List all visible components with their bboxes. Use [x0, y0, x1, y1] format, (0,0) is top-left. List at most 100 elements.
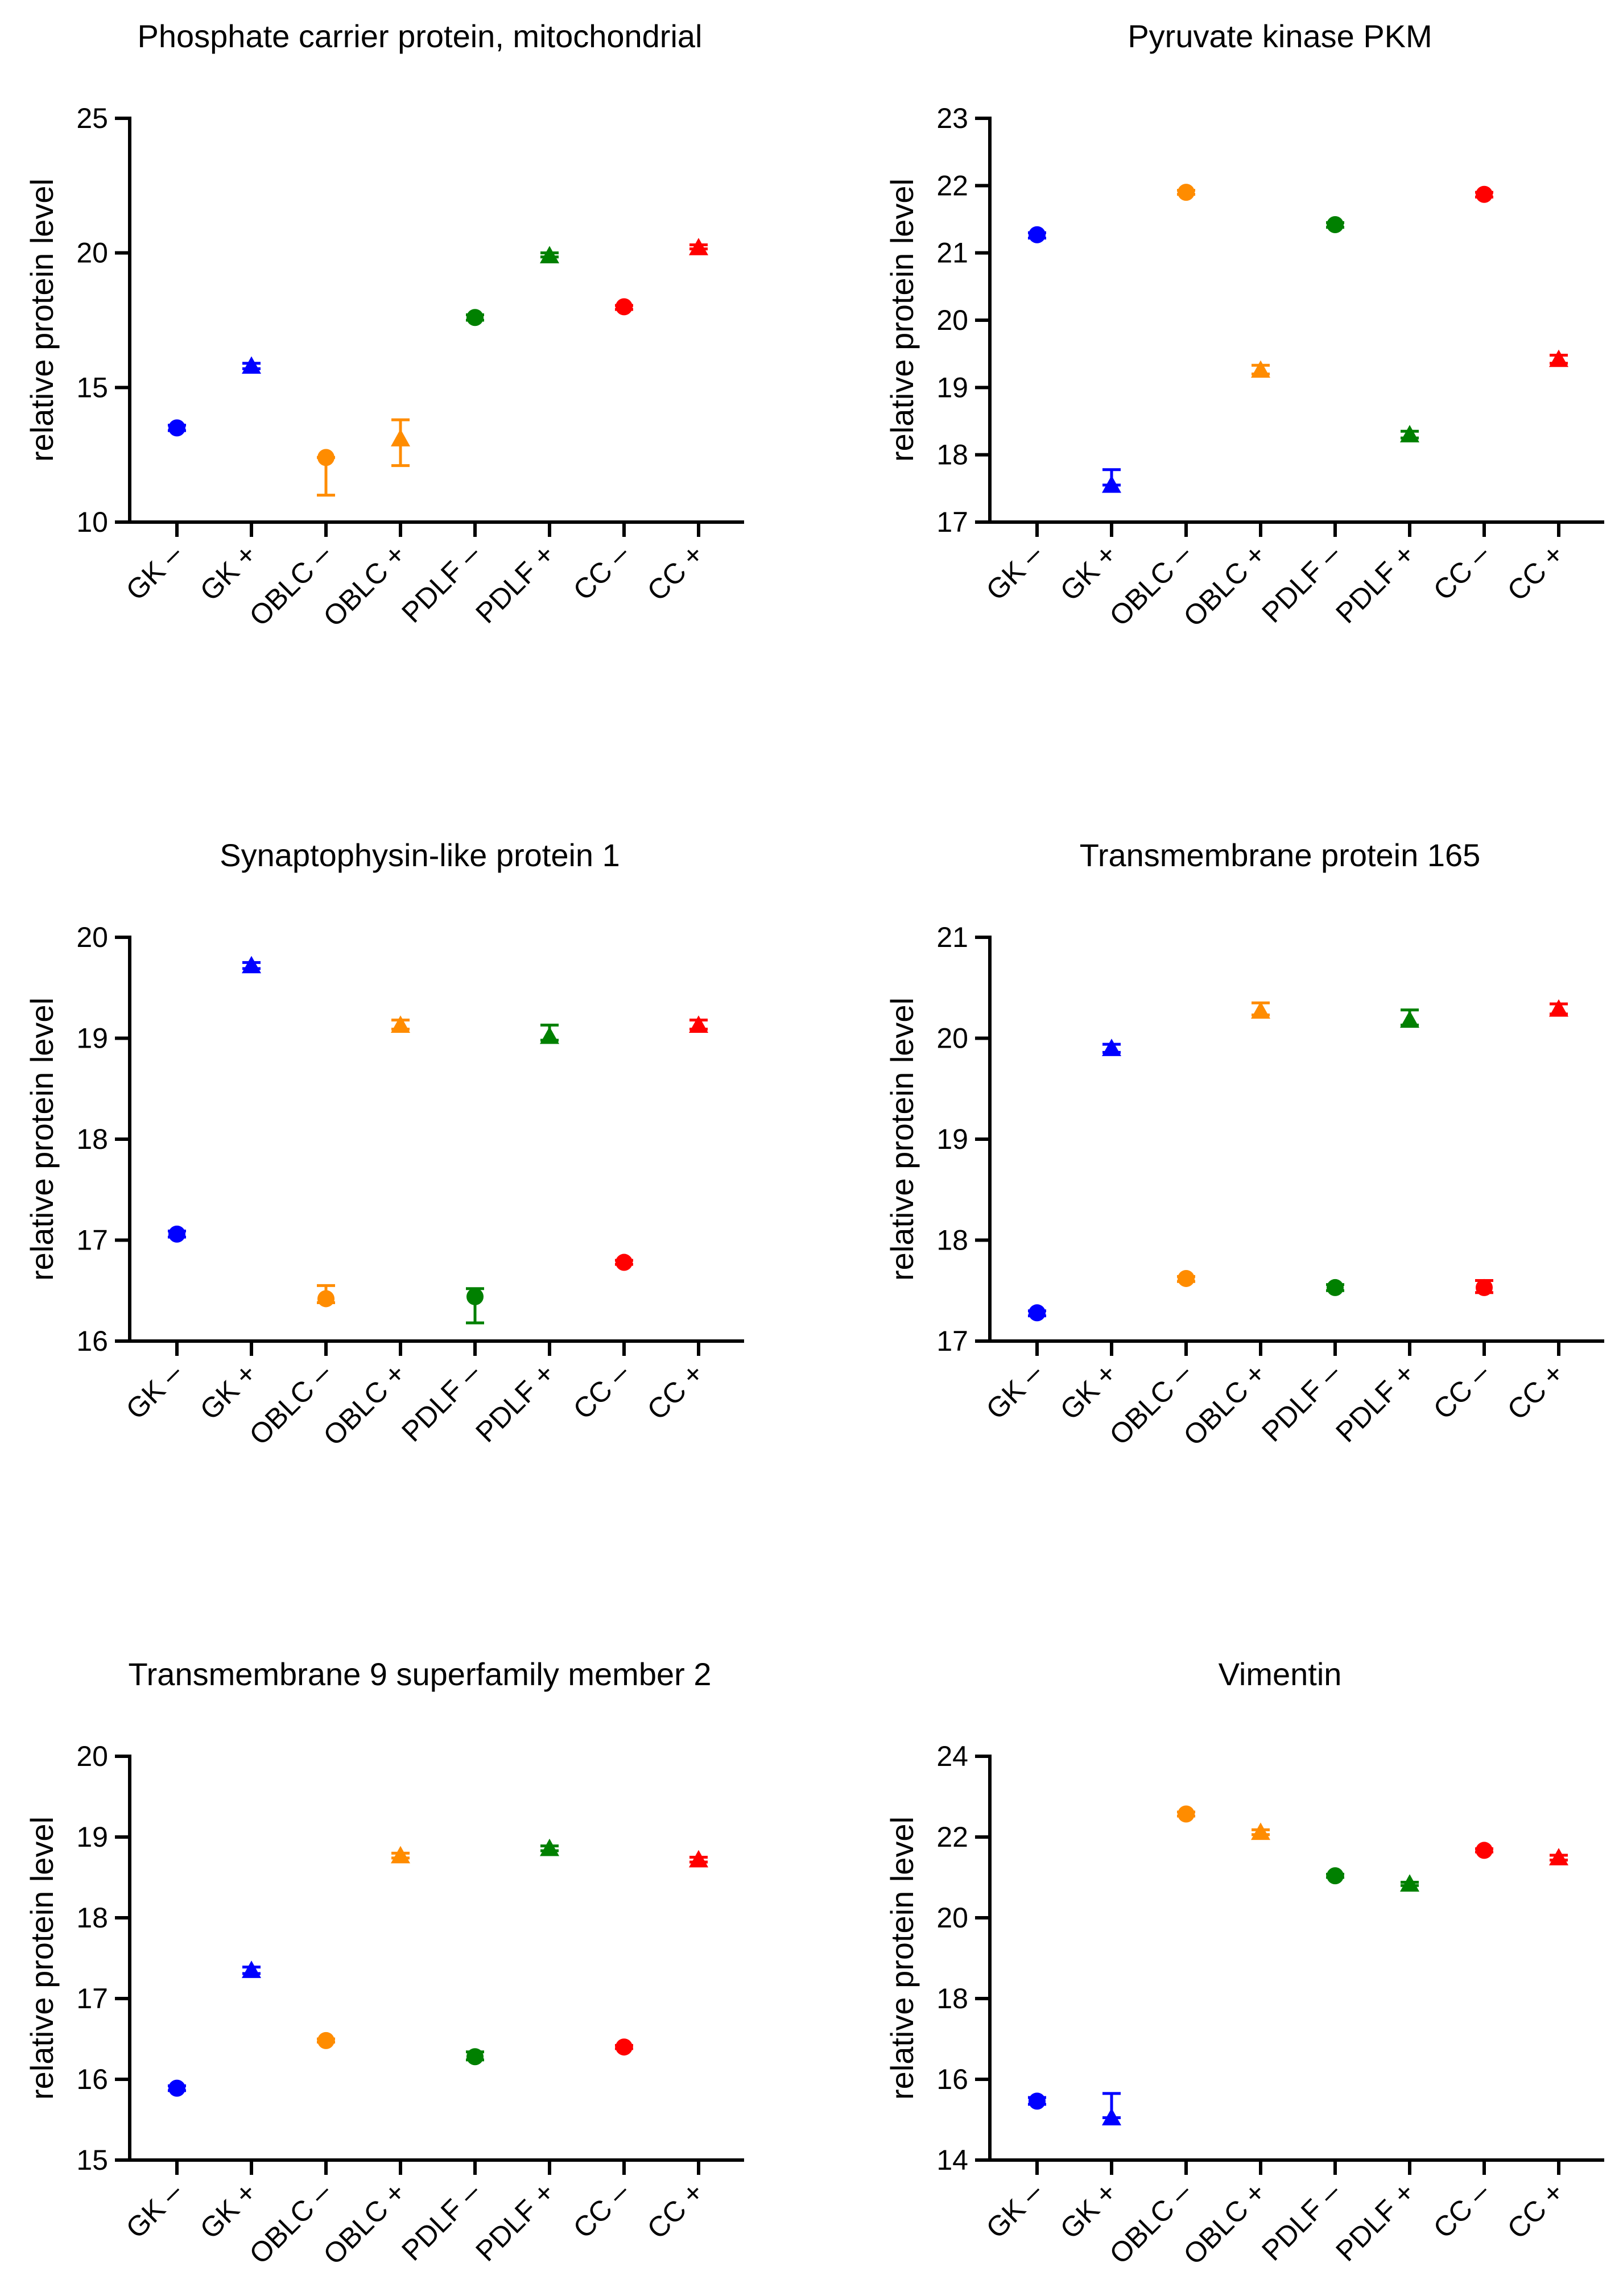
- marker-circle: [168, 419, 185, 437]
- marker-triangle: [1251, 1001, 1270, 1019]
- marker-triangle: [1549, 999, 1568, 1017]
- x-category-label: OBLC –: [1103, 1357, 1197, 1451]
- y-tick-label: 19: [76, 1023, 108, 1054]
- x-category-label: CC +: [1501, 538, 1570, 607]
- data-point-5: [1326, 1867, 1344, 1885]
- marker-triangle: [540, 1026, 559, 1044]
- y-tick-label: 17: [936, 506, 968, 538]
- marker-triangle: [689, 1850, 708, 1868]
- y-axis-label: relative protein level: [884, 1817, 920, 2100]
- marker-circle: [1327, 1867, 1344, 1885]
- y-tick-label: 20: [76, 1740, 108, 1772]
- x-category-label: OBLC +: [1177, 1357, 1271, 1451]
- marker-triangle: [1102, 475, 1121, 493]
- y-tick-label: 20: [76, 921, 108, 953]
- chart-panel-4: Transmembrane protein 165 relative protei…: [884, 837, 1604, 1452]
- data-point-8: [1549, 999, 1568, 1017]
- data-point-4: [391, 1846, 410, 1864]
- marker-triangle: [1400, 1874, 1419, 1892]
- x-category-label: PDLF +: [469, 538, 560, 629]
- x-category-label: OBLC –: [1103, 538, 1197, 632]
- marker-triangle: [1251, 1822, 1270, 1840]
- chart-title: Synaptophysin-like protein 1: [220, 837, 620, 873]
- data-point-5: [1326, 216, 1344, 233]
- y-tick-label: 15: [76, 371, 108, 403]
- y-tick-label: 17: [936, 1325, 968, 1357]
- x-category-label: GK –: [980, 538, 1048, 606]
- marker-circle: [1327, 216, 1344, 233]
- data-point-3: [317, 2032, 335, 2049]
- data-point-1: [1028, 2092, 1046, 2110]
- marker-circle: [317, 1290, 334, 1308]
- x-category-label: PDLF +: [1329, 538, 1420, 629]
- marker-triangle: [242, 1960, 261, 1978]
- y-tick-label: 18: [936, 439, 968, 471]
- chart-title: Transmembrane protein 165: [1080, 837, 1481, 873]
- y-tick-label: 19: [936, 371, 968, 403]
- y-tick-label: 18: [936, 1983, 968, 2014]
- y-tick-label: 20: [76, 237, 108, 269]
- data-point-1: [1028, 226, 1046, 243]
- chart-title: Vimentin: [1219, 1656, 1342, 1692]
- data-point-2: [1102, 1039, 1121, 1056]
- x-category-label: OBLC +: [317, 1357, 411, 1451]
- y-tick-label: 18: [76, 1123, 108, 1155]
- x-category-label: CC –: [567, 1357, 635, 1425]
- x-category-label: GK +: [1054, 2176, 1123, 2245]
- x-category-label: CC +: [641, 1357, 710, 1426]
- marker-triangle: [1400, 425, 1419, 442]
- y-tick-label: 18: [936, 1224, 968, 1256]
- y-tick-label: 20: [936, 1023, 968, 1054]
- y-axis-label: relative protein level: [884, 998, 920, 1281]
- data-point-7: [1475, 185, 1493, 203]
- marker-circle: [317, 449, 334, 466]
- x-category-label: GK +: [1054, 538, 1123, 607]
- y-tick-label: 21: [936, 237, 968, 269]
- data-point-8: [689, 1015, 708, 1033]
- marker-triangle: [242, 356, 261, 374]
- data-point-3: [317, 449, 335, 497]
- data-point-8: [1549, 349, 1568, 367]
- data-point-5: [1326, 1279, 1344, 1296]
- chart-title: Transmembrane 9 superfamily member 2: [129, 1656, 712, 1692]
- x-category-label: PDLF +: [469, 1357, 560, 1448]
- x-category-label: PDLF +: [1329, 2176, 1420, 2267]
- data-point-2: [1102, 468, 1121, 493]
- x-category-label: PDLF –: [395, 538, 486, 629]
- data-point-3: [1177, 1269, 1195, 1287]
- marker-triangle: [1102, 2108, 1121, 2126]
- data-point-3: [317, 1284, 335, 1308]
- marker-circle: [1178, 184, 1195, 201]
- x-category-label: OBLC –: [1103, 2176, 1197, 2270]
- x-category-label: OBLC –: [243, 1357, 337, 1451]
- data-point-8: [689, 238, 708, 255]
- data-point-2: [1102, 2092, 1121, 2126]
- chart-panel-5: Transmembrane 9 superfamily member 2 rela…: [24, 1656, 744, 2271]
- y-tick-label: 17: [76, 1983, 108, 2014]
- chart-panel-6: Vimentin relative protein level 14 16 18 20 22…: [884, 1656, 1604, 2271]
- y-axis-label: relative protein level: [24, 1817, 60, 2100]
- marker-circle: [616, 2038, 633, 2056]
- y-tick-label: 25: [76, 102, 108, 134]
- marker-circle: [466, 309, 484, 326]
- data-point-5: [466, 2048, 484, 2066]
- marker-triangle: [1251, 360, 1270, 378]
- marker-circle: [168, 1225, 185, 1243]
- y-tick-label: 16: [936, 2063, 968, 2095]
- x-category-label: GK –: [120, 538, 188, 606]
- data-point-6: [1400, 1008, 1419, 1028]
- x-category-label: PDLF –: [1256, 1357, 1347, 1448]
- data-point-6: [1400, 1874, 1419, 1892]
- marker-circle: [168, 2079, 185, 2097]
- x-category-label: OBLC –: [243, 2176, 337, 2270]
- data-point-2: [242, 955, 261, 974]
- chart-panel-3: Synaptophysin-like protein 1 relative pro…: [24, 837, 744, 1452]
- x-category-label: PDLF +: [1329, 1357, 1420, 1448]
- x-category-label: CC +: [1501, 2176, 1570, 2245]
- x-category-label: GK +: [194, 1357, 263, 1426]
- x-category-label: PDLF +: [469, 2176, 560, 2267]
- data-point-5: [466, 1287, 484, 1325]
- data-point-3: [1177, 184, 1195, 201]
- marker-triangle: [540, 1838, 559, 1856]
- data-point-8: [1549, 1848, 1568, 1865]
